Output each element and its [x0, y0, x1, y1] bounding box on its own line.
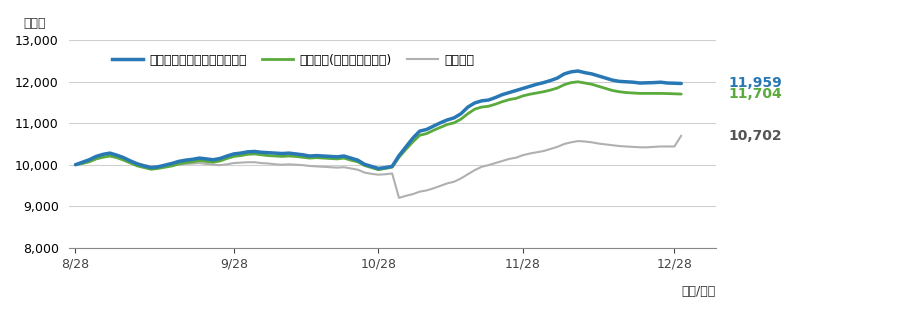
Text: （月/日）: （月/日）: [681, 285, 716, 298]
Text: 11,704: 11,704: [729, 87, 782, 101]
Text: 10,702: 10,702: [729, 129, 782, 143]
Legend: 基準価額（為替ヘッジあり）, 基準価額(為替ヘッジなし), 世界株式: 基準価額（為替ヘッジあり）, 基準価額(為替ヘッジなし), 世界株式: [107, 49, 479, 72]
Text: （円）: （円）: [23, 17, 46, 30]
Text: 11,959: 11,959: [729, 76, 782, 91]
